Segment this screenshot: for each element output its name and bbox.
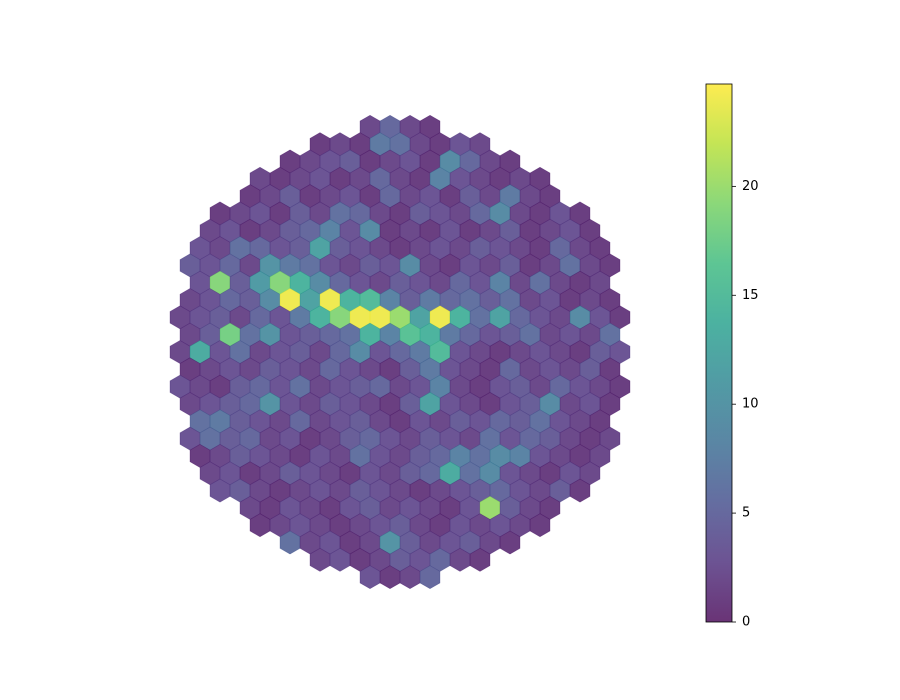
- camera-pixel: [569, 478, 591, 503]
- colorbar: [706, 84, 732, 622]
- camera-pixel: [419, 565, 441, 590]
- camera-pixel: [499, 530, 521, 555]
- colorbar-tick-label: 20: [742, 179, 759, 194]
- camera-pixel: [529, 513, 551, 538]
- colorbar-tick-label: 10: [742, 397, 759, 412]
- camera-pixel: [469, 547, 491, 572]
- colorbar-tick-label: 5: [742, 506, 750, 521]
- colorbar-tick-label: 15: [742, 288, 759, 303]
- colorbar-frame: [705, 83, 733, 623]
- colorbar-tick-label: 0: [742, 615, 750, 630]
